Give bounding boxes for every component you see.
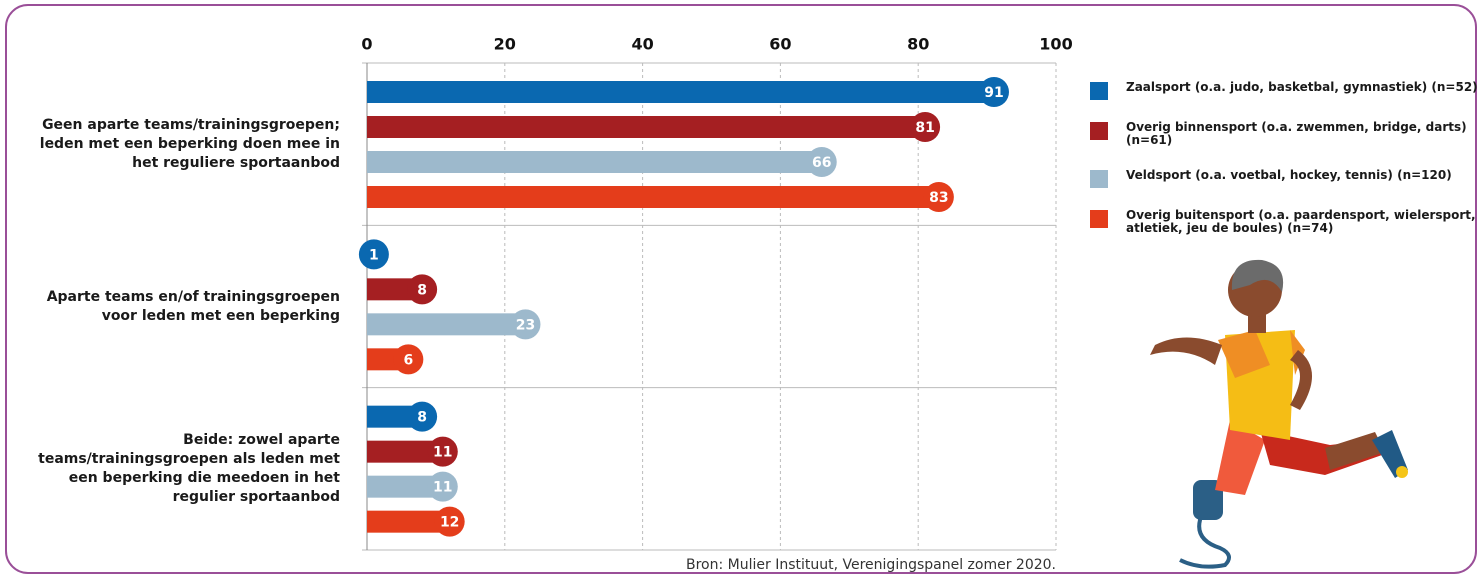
category-label: Geen aparte teams/trainingsgroepen; lede… bbox=[10, 116, 340, 173]
x-tick-label: 80 bbox=[907, 35, 929, 54]
x-tick-label: 40 bbox=[631, 35, 653, 54]
page: 0 20 40 60 80 100 91 81 66 83 1 8 23 6 8 11 11 12 Geen ap… bbox=[0, 0, 1482, 578]
x-tick-label: 0 bbox=[361, 35, 372, 54]
value-label: 81 bbox=[915, 120, 934, 136]
bar bbox=[367, 313, 525, 335]
category-label: Aparte teams en/of trainingsgroepen voor… bbox=[10, 288, 340, 326]
value-label: 8 bbox=[417, 282, 427, 298]
legend-label: Overig binnensport (o.a. zwemmen, bridge… bbox=[1126, 121, 1482, 147]
bar bbox=[367, 186, 939, 208]
value-label: 23 bbox=[516, 317, 535, 333]
value-label: 91 bbox=[984, 85, 1003, 101]
value-label: 6 bbox=[403, 352, 413, 368]
x-tick-label: 60 bbox=[769, 35, 791, 54]
category-label: Beide: zowel aparte teams/trainingsgroep… bbox=[10, 431, 340, 507]
x-tick-label: 20 bbox=[494, 35, 516, 54]
legend-swatch bbox=[1090, 82, 1108, 100]
legend-swatch bbox=[1090, 170, 1108, 188]
legend-label: Veldsport (o.a. voetbal, hockey, tennis)… bbox=[1126, 169, 1482, 182]
x-tick-label: 100 bbox=[1039, 35, 1072, 54]
value-label: 66 bbox=[812, 155, 831, 171]
runner-illustration bbox=[1150, 260, 1408, 567]
value-label: 11 bbox=[433, 445, 452, 461]
legend-swatch bbox=[1090, 210, 1108, 228]
value-label: 1 bbox=[369, 247, 379, 263]
bar bbox=[367, 81, 994, 103]
value-label: 8 bbox=[417, 410, 427, 426]
value-label: 12 bbox=[440, 515, 459, 531]
legend-swatch bbox=[1090, 122, 1108, 140]
bar bbox=[367, 116, 925, 138]
source-note: Bron: Mulier Instituut, Verenigingspanel… bbox=[686, 557, 1056, 573]
value-label: 11 bbox=[433, 480, 452, 496]
legend-label: Overig buitensport (o.a. paardensport, w… bbox=[1126, 209, 1482, 235]
bar bbox=[367, 151, 822, 173]
value-label: 83 bbox=[929, 190, 948, 206]
legend-label: Zaalsport (o.a. judo, basketbal, gymnast… bbox=[1126, 81, 1482, 94]
